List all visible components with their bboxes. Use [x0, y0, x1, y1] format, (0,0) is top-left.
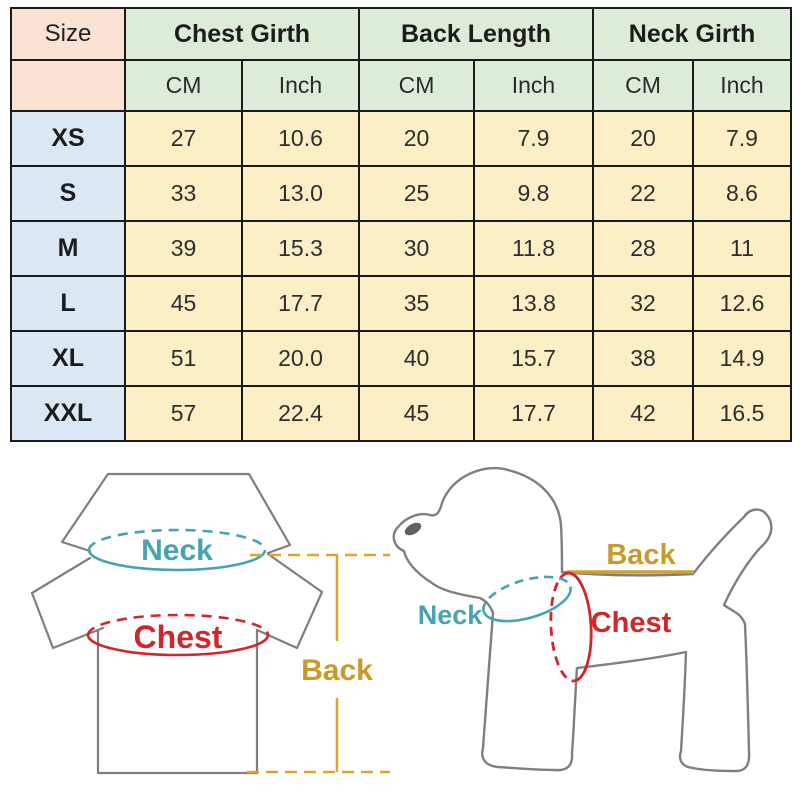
size-cell: XL	[10, 330, 126, 387]
table-row-xxl: XXL 57 22.4 45 17.7 42 16.5	[10, 385, 792, 442]
value-cell: 30	[358, 220, 475, 277]
value-cell: 28	[592, 220, 694, 277]
unit-cell-cm: CM	[124, 59, 243, 112]
value-cell: 45	[358, 385, 475, 442]
table-header-units: CM Inch CM Inch CM Inch	[10, 59, 792, 112]
value-cell: 39	[124, 220, 243, 277]
value-cell: 22	[592, 165, 694, 222]
chest-ellipse-solid-half	[568, 571, 593, 683]
table-row-s: S 33 13.0 25 9.8 22 8.6	[10, 165, 792, 222]
garment-chest-label: Chest	[134, 619, 223, 655]
size-cell: M	[10, 220, 126, 277]
value-cell: 35	[358, 275, 475, 332]
chest-girth-header: Chest Girth	[124, 7, 360, 61]
value-cell: 25	[358, 165, 475, 222]
neck-ellipse-solid-half	[87, 549, 267, 572]
garment-body	[96, 628, 259, 775]
value-cell: 57	[124, 385, 243, 442]
value-cell: 14.9	[692, 330, 792, 387]
neck-ellipse-dashed-half	[482, 575, 572, 612]
back-length-dimension	[247, 553, 390, 774]
value-cell: 15.7	[473, 330, 594, 387]
value-cell: 7.9	[473, 110, 594, 167]
dog-nose	[404, 522, 422, 536]
value-cell: 12.6	[692, 275, 792, 332]
value-cell: 42	[592, 385, 694, 442]
garment-measurement-diagram: Neck Chest Back	[30, 472, 390, 775]
neck-ellipse-solid-half	[482, 586, 572, 623]
value-cell: 10.6	[241, 110, 360, 167]
neck-girth-header: Neck Girth	[592, 7, 792, 61]
table-header-groups: Size Chest Girth Back Length Neck Girth	[10, 7, 792, 61]
dog-neck-girth-ellipse	[482, 575, 572, 623]
chest-ellipse-solid-half	[86, 634, 270, 657]
value-cell: 38	[592, 330, 694, 387]
garment-collar	[60, 472, 292, 555]
value-cell: 13.0	[241, 165, 360, 222]
size-cell: L	[10, 275, 126, 332]
value-cell: 13.8	[473, 275, 594, 332]
table-row-m: M 39 15.3 30 11.8 28 11	[10, 220, 792, 277]
size-header-cell: Size	[10, 7, 126, 61]
value-cell: 20.0	[241, 330, 360, 387]
table-row-xs: XS 27 10.6 20 7.9 20 7.9	[10, 110, 792, 167]
size-cell: XXL	[10, 385, 126, 442]
size-chart-table: Size Chest Girth Back Length Neck Girth …	[10, 7, 792, 442]
value-cell: 22.4	[241, 385, 360, 442]
value-cell: 33	[124, 165, 243, 222]
value-cell: 27	[124, 110, 243, 167]
value-cell: 8.6	[692, 165, 792, 222]
dog-chest-girth-ellipse	[549, 571, 593, 683]
dog-chest-label: Chest	[591, 607, 672, 639]
dog-outline	[392, 466, 773, 773]
table-row-xl: XL 51 20.0 40 15.7 38 14.9	[10, 330, 792, 387]
value-cell: 51	[124, 330, 243, 387]
unit-cell-inch: Inch	[241, 59, 360, 112]
value-cell: 45	[124, 275, 243, 332]
value-cell: 40	[358, 330, 475, 387]
unit-cell-cm: CM	[358, 59, 475, 112]
garment-back-label: Back	[301, 654, 373, 687]
value-cell: 11.8	[473, 220, 594, 277]
unit-cell-inch: Inch	[473, 59, 594, 112]
value-cell: 15.3	[241, 220, 360, 277]
garment-neck-label: Neck	[141, 534, 213, 567]
size-cell: XS	[10, 110, 126, 167]
garment-outline	[30, 472, 324, 775]
value-cell: 32	[592, 275, 694, 332]
garment-right-sleeve	[255, 552, 324, 650]
back-length-header: Back Length	[358, 7, 594, 61]
value-cell: 17.7	[241, 275, 360, 332]
unit-cell-cm: CM	[592, 59, 694, 112]
chest-ellipse-dashed-half	[549, 571, 574, 683]
chest-girth-ellipse	[86, 613, 270, 657]
neck-girth-ellipse	[87, 528, 267, 572]
value-cell: 7.9	[692, 110, 792, 167]
garment-left-sleeve	[30, 556, 105, 650]
value-cell: 20	[592, 110, 694, 167]
value-cell: 11	[692, 220, 792, 277]
neck-ellipse-dashed-half	[87, 528, 267, 551]
table-row-l: L 45 17.7 35 13.8 32 12.6	[10, 275, 792, 332]
dog-neck-label: Neck	[418, 600, 484, 630]
value-cell: 20	[358, 110, 475, 167]
value-cell: 17.7	[473, 385, 594, 442]
chest-ellipse-dashed-half	[86, 613, 270, 636]
dog-measurement-diagram: Back Neck Chest	[392, 466, 773, 773]
value-cell: 9.8	[473, 165, 594, 222]
empty-corner-cell	[10, 59, 126, 112]
unit-cell-inch: Inch	[692, 59, 792, 112]
value-cell: 16.5	[692, 385, 792, 442]
size-cell: S	[10, 165, 126, 222]
dog-back-label: Back	[606, 539, 676, 571]
